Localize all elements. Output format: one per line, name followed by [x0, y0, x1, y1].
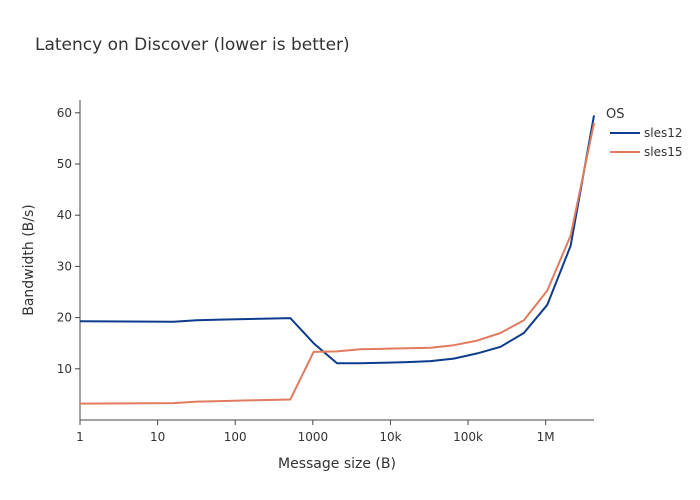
x-tick-label: 10 — [150, 430, 165, 444]
legend-label: sles12 — [644, 126, 683, 140]
x-ticks: 1 10 100 1000 10k 100k 1M — [76, 420, 555, 444]
y-tick-label: 10 — [57, 362, 72, 376]
axes — [79, 100, 594, 421]
legend-item-sles12[interactable]: sles12 — [610, 126, 683, 140]
x-tick-label: 1000 — [298, 430, 329, 444]
series-lines — [79, 115, 595, 405]
chart-title: Latency on Discover (lower is better) — [35, 35, 350, 55]
series-line-sles15[interactable] — [79, 122, 595, 405]
legend-items[interactable]: sles12 sles15 — [610, 126, 683, 159]
y-axis-title: Bandwidth (B/s) — [21, 204, 37, 316]
y-tick-label: 20 — [57, 311, 72, 325]
y-tick-label: 50 — [57, 157, 72, 171]
legend-title: OS — [606, 107, 624, 122]
x-tick-label: 100 — [224, 430, 247, 444]
legend[interactable]: OS sles12 sles15 — [606, 107, 683, 159]
y-tick-label: 30 — [57, 259, 72, 273]
x-tick-label: 1M — [537, 430, 555, 444]
legend-item-sles15[interactable]: sles15 — [610, 145, 683, 159]
legend-label: sles15 — [644, 145, 683, 159]
y-tick-label: 60 — [57, 106, 72, 120]
y-tick-label: 40 — [57, 208, 72, 222]
x-tick-label: 100k — [453, 430, 483, 444]
y-ticks: 10 20 30 40 50 60 — [57, 106, 80, 376]
series-line-sles12[interactable] — [79, 115, 595, 365]
x-axis-title: Message size (B) — [278, 456, 396, 472]
x-tick-label: 1 — [76, 430, 84, 444]
x-tick-label: 10k — [379, 430, 401, 444]
